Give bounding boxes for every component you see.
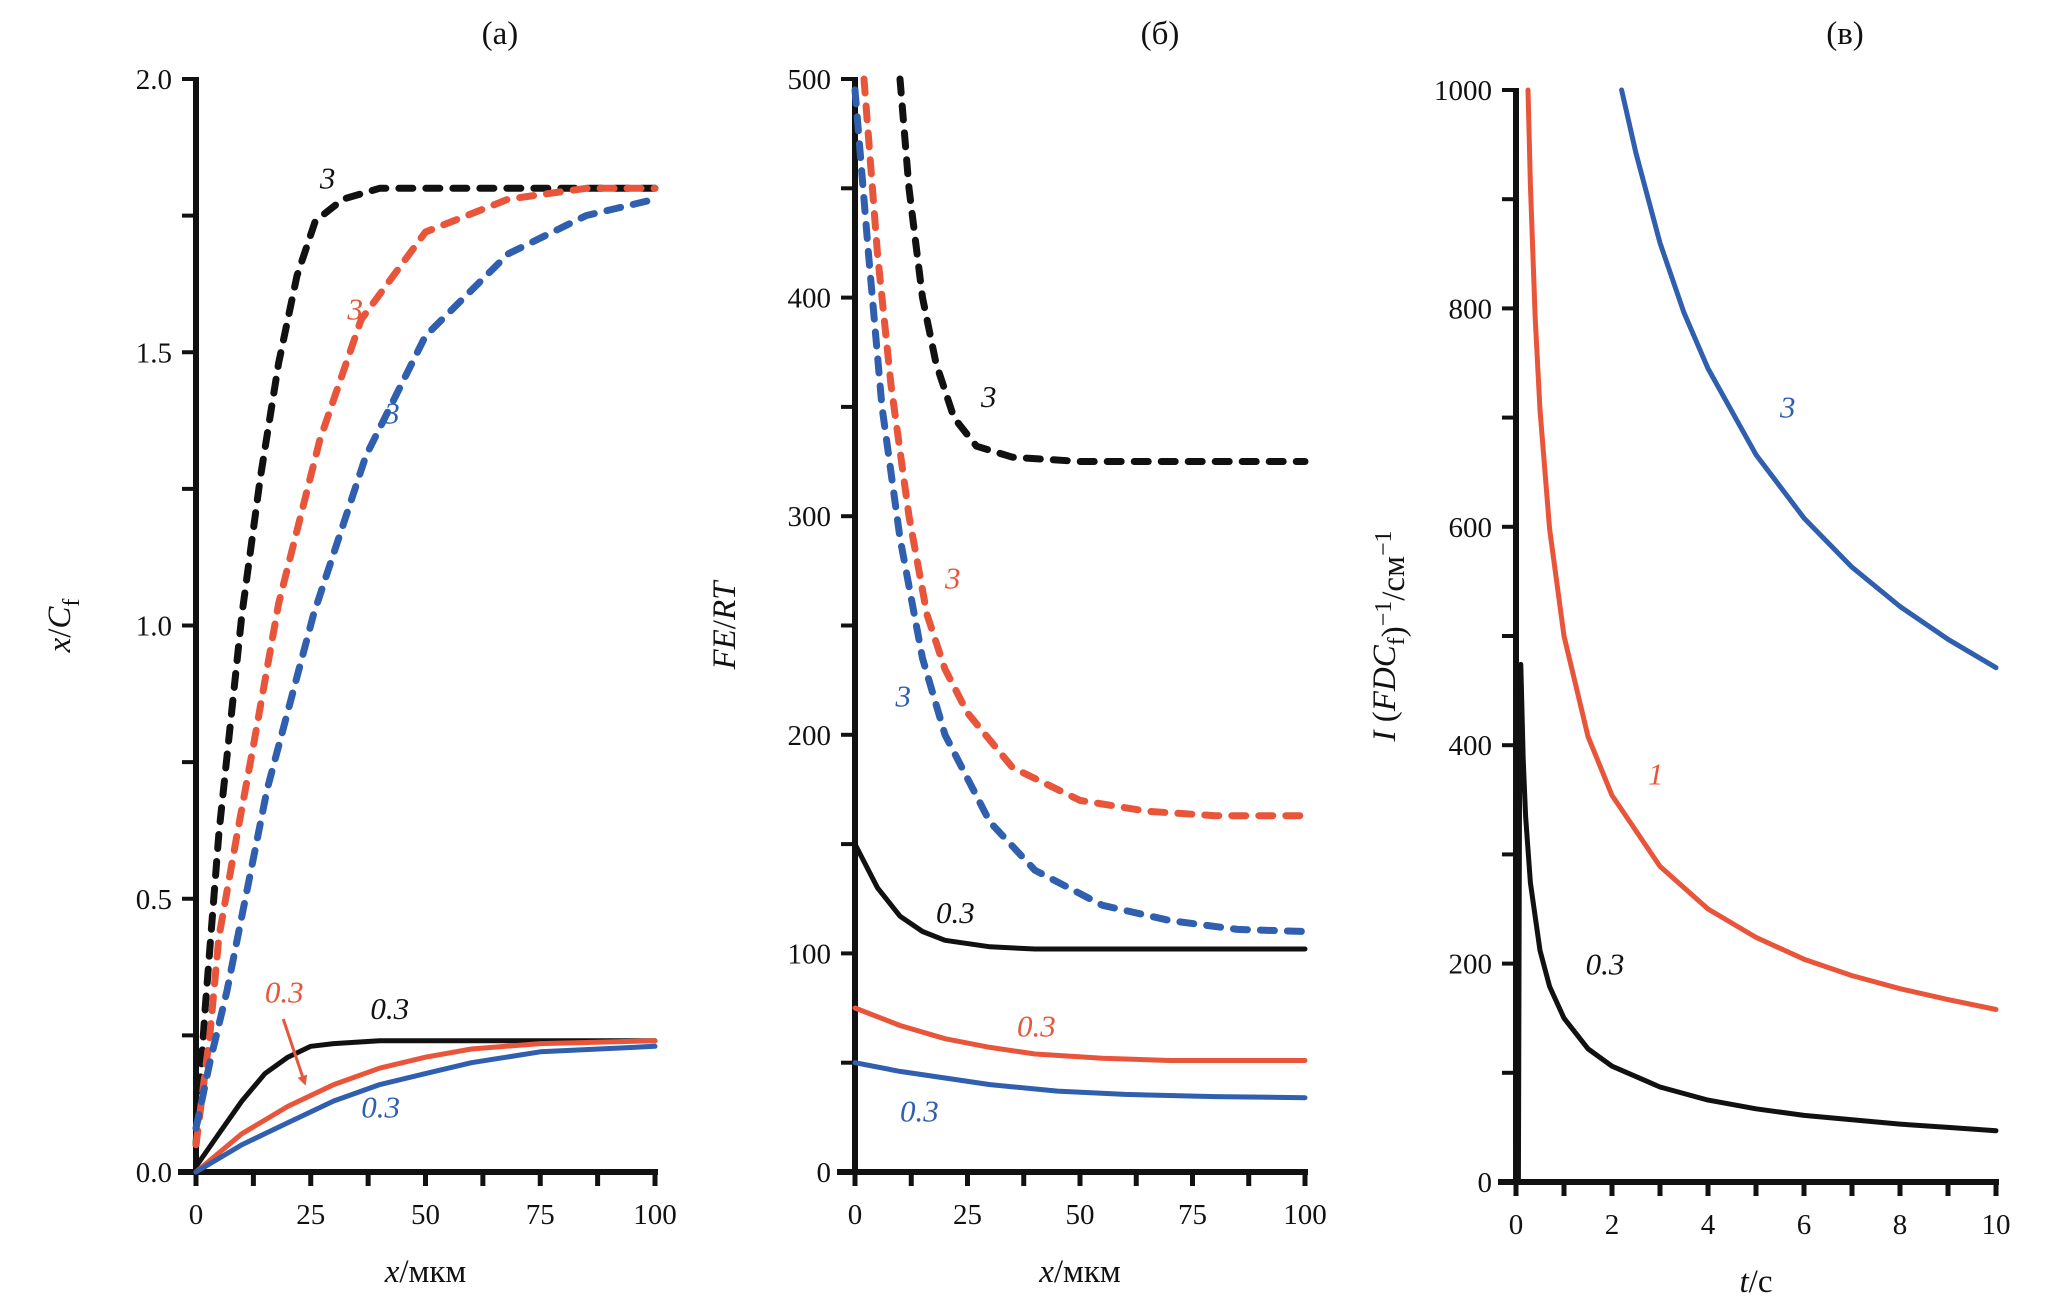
y-axis-label-subscript: f	[1384, 637, 1410, 645]
y-axis-label-subscript: f	[59, 599, 85, 607]
curve-label: 3	[383, 395, 400, 430]
curve-label: 1	[1648, 757, 1664, 792]
series-line-blue-dashed	[192, 195, 659, 1132]
x-axis-label: t/с	[1740, 1264, 1773, 1296]
y-axis-label: x/Cf	[42, 599, 85, 654]
y-axis-label-part: /	[707, 619, 743, 629]
series-line-black-solid	[193, 1038, 658, 1169]
y-axis-label-part: RT	[707, 579, 743, 621]
y-axis-label: I (FDCf)−1/см−1	[1367, 530, 1412, 742]
series-line-red-solid	[852, 1005, 1308, 1063]
y-tick-label: 800	[1449, 293, 1493, 325]
x-tick-label: 2	[1605, 1209, 1620, 1241]
y-tick-label: 400	[788, 283, 832, 315]
y-tick-label: 600	[1449, 512, 1493, 544]
x-tick-label: 100	[633, 1199, 677, 1231]
x-axis-label: x/мкм	[1038, 1254, 1121, 1290]
x-axis-label: x/мкм	[384, 1254, 467, 1290]
x-tick-label: 50	[1066, 1199, 1095, 1231]
y-tick-label: 0.0	[136, 1157, 172, 1189]
y-axis-label-part: (	[1367, 711, 1403, 730]
y-tick-label: 2.0	[136, 64, 172, 96]
panel-title: (б)	[1141, 16, 1180, 52]
y-axis-label-part: FE	[707, 629, 743, 670]
y-tick-label: 1.0	[136, 611, 172, 643]
series-line-black-solid	[1515, 661, 1999, 1185]
arrow-pointer	[281, 1018, 308, 1086]
curve-label: 0.3	[1586, 947, 1625, 982]
series-line-blue-solid	[1619, 87, 1999, 671]
curve-label: 0.3	[370, 991, 409, 1026]
panel-0: (а)0.00.51.01.52.00 25 50 75 100x/мкмx/Cf333…	[42, 16, 677, 1290]
y-tick-label: 0	[1478, 1167, 1493, 1199]
y-axis-label: FE/RT	[707, 579, 743, 671]
x-tick-label: 0	[848, 1199, 863, 1231]
curve-label: 3	[319, 160, 336, 195]
x-tick-label: 25	[953, 1199, 982, 1231]
x-tick-label: 75	[526, 1199, 555, 1231]
curve-label: 3	[346, 291, 363, 326]
x-tick-label: 10	[1982, 1209, 2011, 1241]
y-axis-label-part: )	[1376, 626, 1412, 637]
y-tick-label: 0	[817, 1157, 832, 1189]
curve-label: 0.3	[361, 1089, 400, 1124]
y-tick-label: 100	[788, 938, 832, 970]
series-line-red-solid	[1525, 87, 1999, 1012]
y-axis-label-part: /	[42, 628, 78, 638]
curve-label: 3	[944, 560, 961, 595]
y-tick-label: 300	[788, 501, 832, 533]
y-axis-label-part: FDC	[1367, 644, 1403, 712]
x-tick-label: 25	[296, 1199, 325, 1231]
y-tick-label: 1.5	[136, 337, 172, 369]
x-axis-label-unit: /мкм	[1054, 1254, 1121, 1290]
curve-label: 0.3	[936, 895, 975, 930]
curve-label: 0.3	[900, 1094, 939, 1129]
series-line-blue-solid	[852, 1060, 1308, 1101]
x-axis-label-unit: /с	[1749, 1264, 1773, 1296]
series-line-red-dashed	[860, 75, 1309, 820]
y-axis-label-part: I	[1367, 729, 1403, 743]
x-axis-label-unit: /мкм	[399, 1254, 466, 1290]
x-tick-label: 100	[1283, 1199, 1327, 1231]
x-tick-label: 4	[1701, 1209, 1716, 1241]
y-tick-label: 500	[788, 64, 832, 96]
y-tick-label: 400	[1449, 730, 1493, 762]
series-line-blue-dashed	[851, 86, 1309, 935]
curve-label: 3	[1779, 390, 1796, 425]
curve-label: 3	[895, 678, 912, 713]
series-line-black-solid	[852, 841, 1308, 952]
series-line-red-solid	[193, 1038, 658, 1175]
y-axis-label-superscript: −1	[1371, 601, 1397, 627]
y-tick-label: 1000	[1434, 75, 1492, 107]
curve-label: 0.3	[265, 975, 304, 1010]
y-tick-label: 200	[788, 720, 832, 752]
curve-label: 3	[980, 379, 997, 414]
y-axis-label-part: x	[42, 637, 78, 653]
x-tick-label: 8	[1893, 1209, 1908, 1241]
panel-1: (б) 0 100 200 300 400 500 0 25 50 75 100 x/мкм FE/RT 3…	[707, 16, 1327, 1290]
curve-label: 0.3	[1017, 1008, 1056, 1043]
y-tick-label: 200	[1449, 949, 1493, 981]
series-line-red-dashed	[192, 184, 659, 1149]
x-tick-label: 0	[189, 1199, 204, 1231]
x-axis-label-var: x	[1038, 1254, 1054, 1290]
y-axis-label-superscript: −1	[1371, 530, 1397, 556]
x-tick-label: 6	[1797, 1209, 1812, 1241]
panel-title: (а)	[482, 16, 519, 52]
y-tick-label: 0.5	[136, 884, 172, 916]
series-line-black-dashed	[192, 184, 659, 1149]
panel-title: (в)	[1826, 16, 1864, 52]
x-tick-label: 50	[411, 1199, 440, 1231]
series-line-black-dashed	[896, 75, 1309, 465]
y-axis-label-unit: /см	[1376, 556, 1412, 601]
x-axis-label-var: x	[384, 1254, 400, 1290]
y-axis-label-part: C	[42, 606, 78, 629]
x-axis-label-var: t	[1740, 1264, 1750, 1296]
x-tick-label: 75	[1178, 1199, 1207, 1231]
x-tick-label: 0	[1509, 1209, 1524, 1241]
series-line-blue-solid	[193, 1043, 658, 1175]
